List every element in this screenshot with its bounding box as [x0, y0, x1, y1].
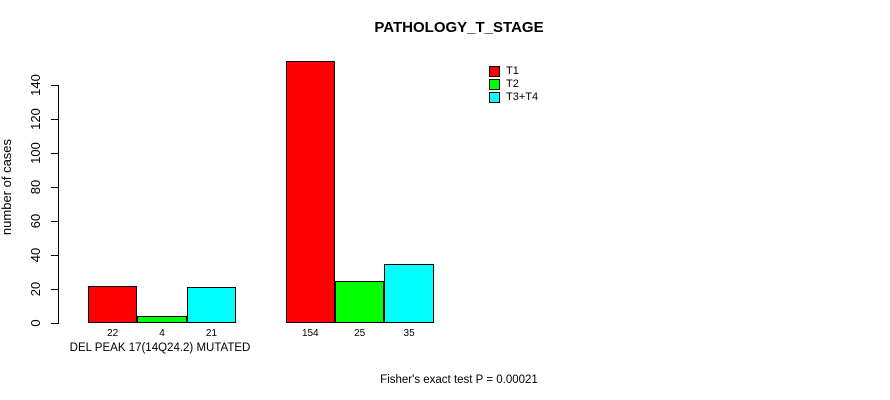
bar-value-label: 21 [205, 328, 218, 339]
bar-value-label: 35 [403, 328, 415, 339]
legend-swatch-t2 [489, 79, 500, 90]
bar-t1-group1 [88, 285, 138, 323]
y-axis-tick [51, 255, 58, 256]
y-axis-tick-label: 140 [28, 74, 43, 96]
bar-t2-group2 [335, 280, 385, 323]
bar-t1-group2 [285, 61, 335, 323]
legend-swatch-t1 [489, 66, 500, 77]
fisher-test-annotation: Fisher's exact test P = 0.00021 [380, 374, 538, 386]
y-axis-line [58, 85, 59, 324]
bar-value-label: 154 [301, 328, 319, 339]
bar-value-label: 4 [159, 328, 165, 339]
y-axis-tick [51, 119, 58, 120]
bar-value-label: 22 [107, 328, 119, 339]
bar-value-label: 25 [354, 328, 366, 339]
legend-swatch-t3-t4 [489, 92, 500, 103]
y-axis-tick [51, 289, 58, 290]
legend-label: T1 [506, 65, 519, 77]
y-axis-tick [51, 187, 58, 188]
chart-title: PATHOLOGY_T_STAGE [374, 19, 544, 36]
y-axis-tick [51, 153, 58, 154]
bar-t3-t4-group2 [384, 263, 434, 323]
bar-t3-t4-group1 [186, 287, 237, 323]
bar-t2-group1 [137, 316, 187, 323]
y-axis-tick [51, 323, 58, 324]
y-axis-tick [51, 221, 58, 222]
y-axis-title: number of cases [0, 138, 14, 236]
legend-label: T3+T4 [506, 91, 539, 103]
y-axis-tick [51, 85, 58, 86]
legend-label: T2 [506, 78, 519, 90]
x-axis-group-label: DEL PEAK 17(14Q24.2) MUTATED [69, 342, 251, 354]
